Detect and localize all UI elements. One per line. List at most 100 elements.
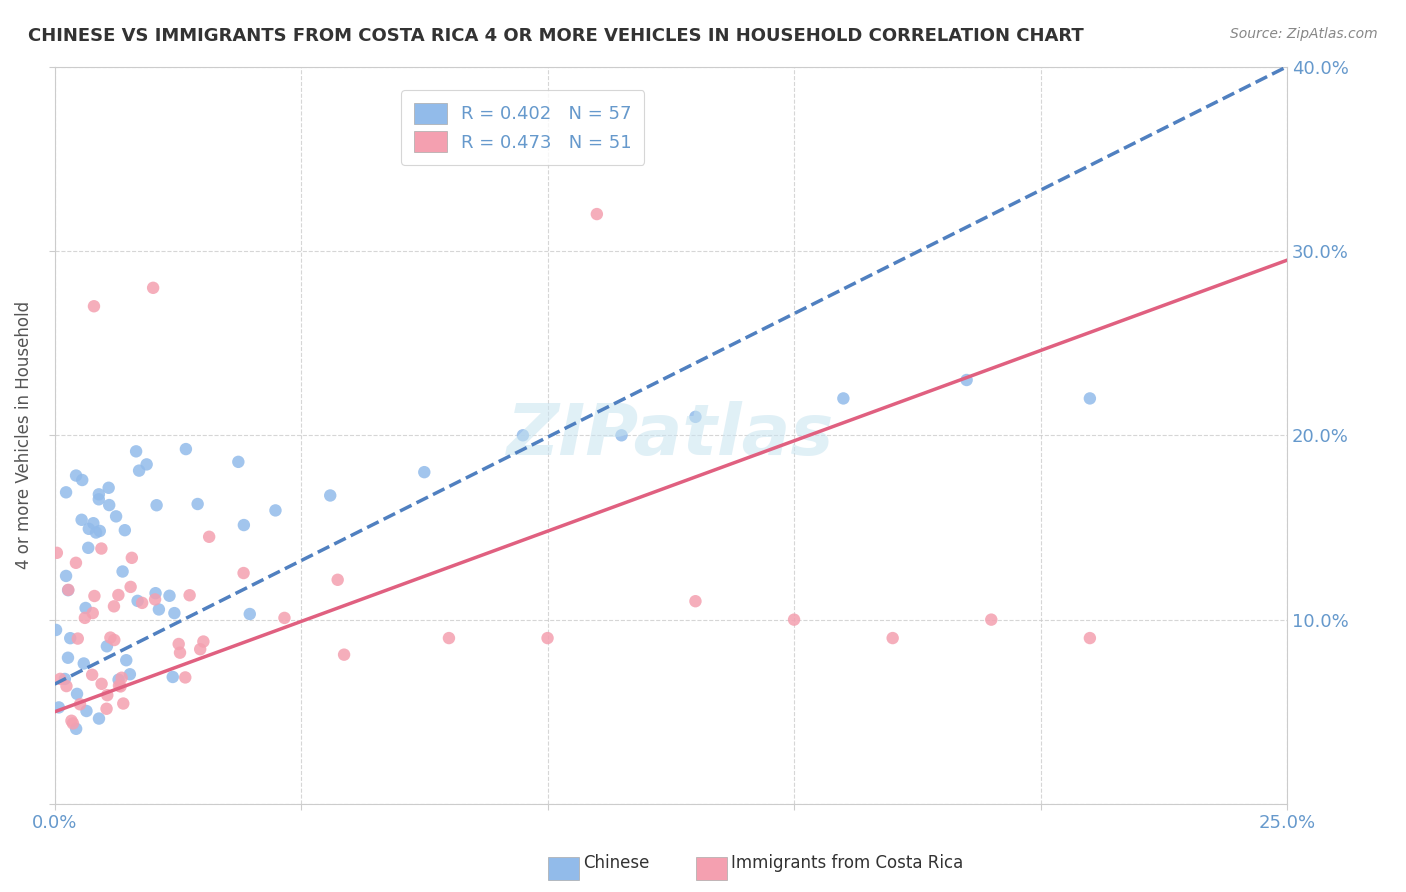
Point bbox=[77, 541, 100, 555]
Point bbox=[55, 569, 77, 583]
Point bbox=[326, 573, 349, 587]
Point bbox=[125, 444, 148, 458]
Point bbox=[107, 588, 129, 602]
Text: ZIPatlas: ZIPatlas bbox=[508, 401, 835, 470]
Point bbox=[1078, 392, 1101, 406]
Point bbox=[76, 704, 98, 718]
Point bbox=[60, 714, 83, 728]
Point bbox=[783, 613, 806, 627]
Point bbox=[232, 566, 254, 580]
Point bbox=[82, 516, 104, 531]
Point bbox=[98, 498, 121, 512]
Point bbox=[55, 485, 77, 500]
Point bbox=[120, 580, 142, 594]
Point bbox=[100, 631, 122, 645]
Point bbox=[45, 546, 67, 560]
Point bbox=[882, 631, 904, 645]
Point bbox=[66, 687, 89, 701]
Point bbox=[48, 700, 70, 714]
Point bbox=[73, 611, 96, 625]
Text: CHINESE VS IMMIGRANTS FROM COSTA RICA 4 OR MORE VEHICLES IN HOUSEHOLD CORRELATIO: CHINESE VS IMMIGRANTS FROM COSTA RICA 4 … bbox=[28, 27, 1084, 45]
Point bbox=[105, 509, 128, 524]
Point bbox=[167, 637, 190, 651]
Point bbox=[159, 589, 181, 603]
Point bbox=[49, 672, 72, 686]
Point bbox=[66, 632, 89, 646]
Point bbox=[59, 631, 82, 645]
Point bbox=[162, 670, 184, 684]
Point bbox=[65, 722, 87, 736]
Point bbox=[536, 631, 558, 645]
Point bbox=[111, 671, 134, 685]
Point bbox=[87, 492, 110, 507]
Point bbox=[1078, 631, 1101, 645]
Point bbox=[118, 667, 141, 681]
Point bbox=[273, 611, 295, 625]
Point bbox=[437, 631, 460, 645]
Point bbox=[148, 602, 170, 616]
Point bbox=[110, 680, 132, 694]
Y-axis label: 4 or more Vehicles in Household: 4 or more Vehicles in Household bbox=[15, 301, 32, 569]
Point bbox=[128, 464, 150, 478]
Point bbox=[228, 455, 250, 469]
Point bbox=[413, 465, 436, 479]
Point bbox=[135, 458, 157, 472]
Point bbox=[239, 607, 262, 621]
Point bbox=[169, 646, 191, 660]
Point bbox=[107, 673, 129, 687]
Point bbox=[103, 599, 125, 614]
Point bbox=[143, 592, 166, 607]
Text: Chinese: Chinese bbox=[583, 855, 650, 872]
Point bbox=[980, 613, 1002, 627]
Point bbox=[319, 488, 342, 502]
Point bbox=[112, 697, 135, 711]
Point bbox=[87, 712, 110, 726]
Point bbox=[955, 373, 977, 387]
Point bbox=[142, 281, 165, 295]
Point bbox=[264, 503, 287, 517]
Point bbox=[58, 582, 80, 597]
Point bbox=[114, 523, 136, 537]
Point bbox=[56, 583, 79, 598]
Point bbox=[174, 670, 197, 684]
Point bbox=[82, 606, 104, 620]
Point bbox=[69, 698, 91, 712]
Point bbox=[108, 679, 131, 693]
Point bbox=[56, 650, 79, 665]
Point bbox=[232, 518, 254, 533]
Point bbox=[111, 565, 134, 579]
Point bbox=[90, 677, 112, 691]
Point bbox=[145, 498, 167, 512]
Point bbox=[179, 588, 201, 602]
Point bbox=[89, 524, 111, 538]
Point bbox=[121, 550, 143, 565]
Point bbox=[83, 299, 105, 313]
Point bbox=[45, 623, 67, 637]
Point bbox=[586, 207, 609, 221]
Point bbox=[832, 392, 855, 406]
Point bbox=[610, 428, 633, 442]
Point bbox=[65, 468, 87, 483]
Point bbox=[84, 525, 107, 540]
Point bbox=[198, 530, 221, 544]
Point bbox=[70, 473, 93, 487]
Point bbox=[103, 633, 125, 648]
Text: Immigrants from Costa Rica: Immigrants from Costa Rica bbox=[731, 855, 963, 872]
Point bbox=[73, 657, 96, 671]
Point bbox=[65, 556, 87, 570]
Point bbox=[97, 481, 120, 495]
Point bbox=[174, 442, 197, 456]
Point bbox=[96, 640, 118, 654]
Point bbox=[193, 634, 215, 648]
Point bbox=[127, 594, 149, 608]
Point bbox=[82, 667, 104, 681]
Point bbox=[512, 428, 534, 442]
Point bbox=[145, 586, 167, 600]
Point bbox=[163, 606, 186, 620]
Point bbox=[53, 672, 76, 686]
Point bbox=[70, 513, 93, 527]
Point bbox=[90, 541, 112, 556]
Point bbox=[188, 642, 211, 657]
Point bbox=[333, 648, 356, 662]
Point bbox=[62, 716, 84, 731]
